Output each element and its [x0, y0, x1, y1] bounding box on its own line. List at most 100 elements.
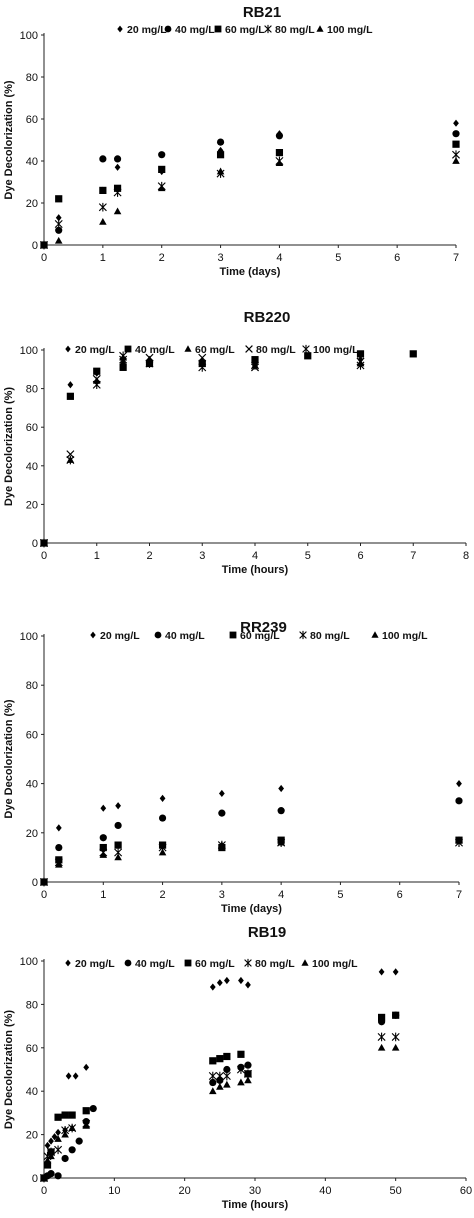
- legend-entry-label: 20 mg/L: [100, 630, 140, 642]
- chart-rb220: RB220 0 20 40 60 80 100 0 1 2 3 4 5 6 7 8 Time (hours) Dy…: [3, 309, 469, 576]
- data-point: [378, 968, 385, 976]
- y-tick-label: 80: [26, 384, 38, 396]
- legend-marker-circle: [164, 25, 172, 33]
- y-tick-label: 80: [26, 72, 38, 84]
- data-point: [43, 1156, 52, 1164]
- data-point: [237, 1050, 245, 1058]
- legend-marker-triangle: [371, 631, 379, 638]
- legend-entry-label: 40 mg/L: [135, 958, 175, 970]
- x-tick-label: 30: [249, 1185, 261, 1197]
- legend-entry-label: 20 mg/L: [75, 958, 115, 970]
- series-60-mg-l: [40, 353, 365, 546]
- data-point: [209, 983, 216, 991]
- data-point: [245, 981, 251, 989]
- x-tick-label: 3: [218, 252, 224, 264]
- data-point: [44, 1141, 51, 1150]
- legend-entry-label: 60 mg/L: [240, 630, 280, 642]
- x-tick-label: 3: [219, 889, 225, 901]
- data-point: [216, 979, 223, 987]
- data-point: [145, 359, 154, 368]
- data-point: [47, 1152, 55, 1160]
- data-point: [275, 159, 284, 166]
- chart-title: RB220: [244, 309, 291, 326]
- data-point: [218, 789, 225, 798]
- series-80-mg-l: [40, 150, 460, 250]
- x-tick-label: 10: [108, 1185, 120, 1197]
- x-tick-label: 0: [41, 550, 47, 562]
- data-point: [452, 130, 460, 138]
- data-point: [93, 367, 101, 375]
- data-point: [99, 155, 107, 163]
- data-point: [82, 1107, 90, 1115]
- data-point: [115, 802, 121, 810]
- series-20-mg-l: [41, 119, 459, 249]
- data-point: [391, 1043, 400, 1051]
- x-tick-label: 20: [179, 1185, 191, 1197]
- legend-entry-label: 40 mg/L: [165, 630, 205, 642]
- data-point: [55, 824, 62, 832]
- x-tick-label: 6: [397, 889, 403, 901]
- data-point: [215, 1071, 224, 1081]
- y-tick-label: 0: [32, 877, 38, 889]
- y-tick-label: 100: [20, 345, 38, 357]
- series-60-mg-l: [40, 836, 463, 886]
- data-point: [377, 1043, 386, 1051]
- x-tick-label: 7: [456, 889, 462, 901]
- legend-marker-diamond: [90, 631, 96, 639]
- data-point: [54, 1134, 62, 1142]
- y-tick-label: 40: [26, 156, 38, 168]
- x-tick-label: 0: [41, 1185, 47, 1197]
- data-point: [218, 809, 226, 817]
- data-point: [378, 1013, 386, 1022]
- legend-marker-x: [245, 345, 253, 353]
- data-point: [68, 1124, 76, 1131]
- legend-marker-asterisk: [299, 630, 307, 640]
- data-point: [40, 878, 48, 885]
- data-point: [198, 353, 207, 362]
- data-point: [92, 376, 101, 384]
- data-point: [54, 1145, 63, 1155]
- x-axis-label: Time (days): [220, 266, 281, 278]
- data-point: [54, 236, 63, 244]
- legend-marker-triangle: [184, 345, 192, 352]
- x-tick-label: 3: [199, 550, 205, 562]
- data-point: [392, 1011, 400, 1019]
- data-point: [68, 1111, 76, 1119]
- y-axis-label: Dye Decolorization (%): [3, 387, 15, 507]
- legend-entry-label: 100 mg/L: [312, 958, 358, 970]
- series-100-mg-l: [40, 157, 460, 248]
- legend-marker-circle: [124, 959, 132, 967]
- data-point: [98, 202, 107, 212]
- data-point: [216, 1055, 224, 1063]
- data-point: [89, 1104, 97, 1113]
- data-point: [55, 860, 63, 868]
- x-tick-label: 40: [319, 1185, 331, 1197]
- data-point: [455, 797, 463, 805]
- chart-title: RB21: [243, 4, 281, 21]
- legend-marker-asterisk: [264, 24, 272, 34]
- chart-rb19: RB19 0 20 40 60 80 100 0 10 20 30 40 50 60 Time (hours…: [3, 924, 472, 1211]
- x-tick-label: 6: [357, 550, 363, 562]
- data-point: [40, 241, 48, 248]
- data-point: [409, 350, 417, 358]
- data-point: [198, 363, 207, 372]
- y-axis-label: Dye Decolorization (%): [3, 1010, 15, 1130]
- data-point: [83, 1063, 90, 1071]
- data-point: [114, 841, 122, 849]
- data-point: [159, 794, 166, 802]
- y-tick-label: 40: [26, 1086, 38, 1098]
- data-point: [99, 843, 107, 852]
- y-axis-label: Dye Decolorization (%): [3, 80, 15, 200]
- data-point: [68, 1146, 76, 1154]
- x-tick-label: 2: [146, 550, 152, 562]
- series-100-mg-l: [40, 1043, 400, 1181]
- y-tick-label: 20: [26, 1130, 38, 1142]
- legend-entry-label: 80 mg/L: [255, 958, 295, 970]
- data-point: [114, 163, 121, 171]
- data-point: [251, 356, 259, 364]
- legend-marker-diamond: [65, 959, 71, 967]
- x-tick-label: 2: [160, 889, 166, 901]
- x-tick-label: 7: [410, 550, 416, 562]
- data-point: [223, 1065, 231, 1074]
- data-point: [452, 157, 460, 164]
